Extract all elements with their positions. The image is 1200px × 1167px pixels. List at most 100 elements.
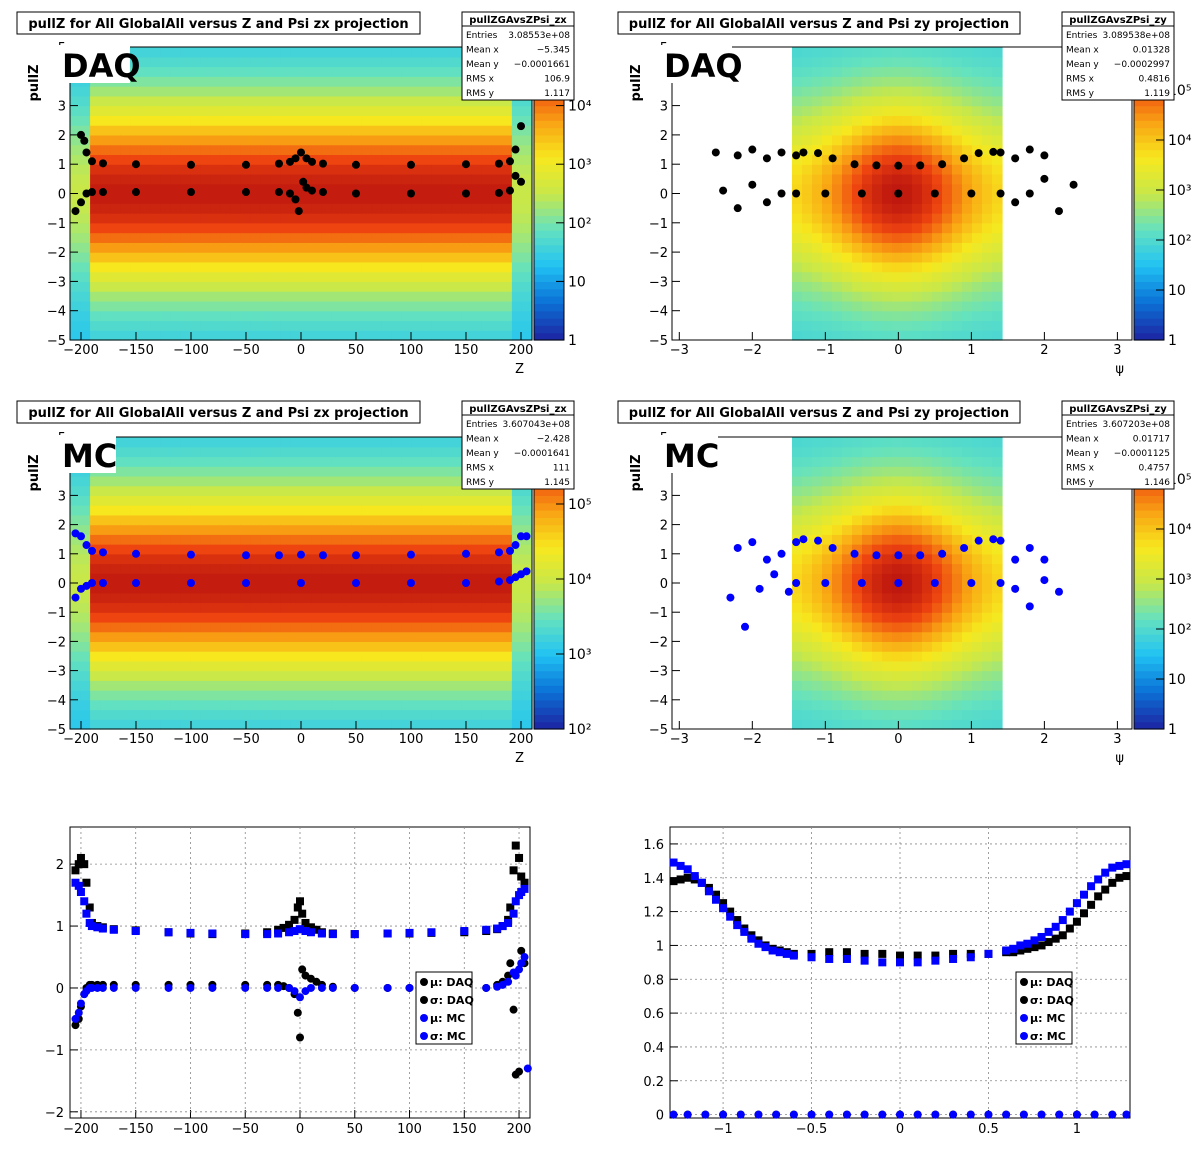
heatmap-cell <box>280 699 292 711</box>
heatmap-cell <box>872 573 883 584</box>
heatmap-cell <box>431 281 443 292</box>
heatmap-cell <box>250 134 262 146</box>
heatmap-cell <box>331 456 342 467</box>
heatmap-cell <box>882 573 893 584</box>
data-point <box>293 903 302 912</box>
stats-value: 111 <box>553 464 570 474</box>
heatmap-cell <box>802 631 813 642</box>
data-point <box>726 907 735 916</box>
heatmap-cell <box>962 271 973 282</box>
heatmap-cell <box>481 261 493 273</box>
heatmap-cell <box>210 709 222 720</box>
heatmap-cell <box>922 261 933 273</box>
heatmap-cell <box>140 699 151 711</box>
heatmap-cell <box>461 699 473 711</box>
heatmap-cell <box>832 281 843 292</box>
heatmap-cell <box>341 534 352 545</box>
heatmap-cell <box>260 76 272 87</box>
heatmap-cell <box>210 592 222 604</box>
color-bar-segment <box>534 517 564 526</box>
stats-frame <box>1061 400 1175 490</box>
heatmap-cell <box>932 485 943 496</box>
x-tick-label: 50 <box>348 343 365 358</box>
heatmap-cell <box>311 125 322 136</box>
heatmap-cell <box>852 66 863 77</box>
x-tick-label: −1 <box>816 732 835 747</box>
heatmap-cell <box>371 222 382 234</box>
heatmap-cell <box>912 612 923 623</box>
heatmap-cell <box>952 213 963 224</box>
heatmap-cell <box>90 553 101 565</box>
heatmap-cell <box>461 134 473 146</box>
heatmap-cell <box>822 154 833 165</box>
heatmap-cell <box>90 310 101 322</box>
data-point <box>676 875 685 884</box>
heatmap-cell <box>952 651 963 662</box>
chart-title-box: pullZ for All GlobalAll versus Z and Psi… <box>617 400 1021 424</box>
x-tick-label: 200 <box>509 732 534 747</box>
heatmap-cell <box>270 719 282 730</box>
data-point <box>383 929 392 938</box>
heatmap-cell <box>501 495 513 506</box>
heatmap-cell <box>90 592 101 604</box>
heatmap-cell <box>461 183 473 195</box>
heatmap-cell <box>972 95 983 107</box>
heatmap-cell <box>411 505 423 516</box>
heatmap-cell <box>411 125 423 136</box>
color-bar-segment <box>1134 318 1164 326</box>
heatmap-cell <box>190 95 202 107</box>
heatmap-cell <box>932 164 943 175</box>
heatmap-cell <box>210 173 222 185</box>
heatmap-cell <box>220 86 232 97</box>
heatmap-cell <box>150 261 161 273</box>
heatmap-cell <box>100 631 111 642</box>
heatmap-cell <box>932 213 943 224</box>
heatmap-cell <box>260 466 272 477</box>
data-point <box>506 903 515 912</box>
heatmap-cell <box>511 320 523 331</box>
heatmap-cell <box>441 300 453 312</box>
heatmap-cell <box>80 719 91 730</box>
heatmap-cell <box>872 261 883 273</box>
heatmap-cell <box>912 213 923 224</box>
overlay-point <box>319 188 327 197</box>
heatmap-cell <box>952 505 963 516</box>
heatmap-cell <box>441 125 453 136</box>
heatmap-cell <box>110 573 121 584</box>
heatmap-cell <box>852 261 863 273</box>
chart-title: pullZ for All GlobalAll versus Z and Psi… <box>28 17 408 32</box>
heatmap-cell <box>90 524 101 535</box>
x-tick-label: −50 <box>232 1122 259 1137</box>
heatmap-cell <box>832 485 843 496</box>
heatmap-cell <box>882 475 893 487</box>
heatmap-cell <box>311 76 322 87</box>
heatmap-cell <box>160 95 172 107</box>
heatmap-cell <box>862 56 873 68</box>
heatmap-cell <box>912 330 923 341</box>
heatmap-cell <box>120 456 131 467</box>
heatmap-cell <box>792 320 803 331</box>
overlay-point <box>1011 198 1020 207</box>
legend-marker <box>420 1014 428 1022</box>
heatmap-cell <box>170 173 182 185</box>
heatmap-cell <box>431 66 443 77</box>
overlay-point <box>275 159 283 168</box>
heatmap-cell <box>250 242 262 253</box>
data-point <box>290 915 299 924</box>
heatmap-cell <box>812 690 823 701</box>
heatmap-cell <box>812 553 823 565</box>
heatmap-cell <box>381 222 392 234</box>
y-tick-label: −5 <box>47 334 66 349</box>
heatmap-cell <box>381 641 392 652</box>
heatmap-cell <box>461 144 473 156</box>
overlay-point <box>792 579 801 587</box>
heatmap-cell <box>280 86 292 97</box>
heatmap-cell <box>290 291 302 302</box>
heatmap-cell <box>992 213 1003 224</box>
heatmap-cell <box>872 291 883 302</box>
heatmap-cell <box>150 660 161 672</box>
heatmap-cell <box>331 475 342 487</box>
overlay-point <box>916 161 925 170</box>
heatmap-cell <box>992 105 1003 116</box>
heatmap-cell <box>912 125 923 136</box>
